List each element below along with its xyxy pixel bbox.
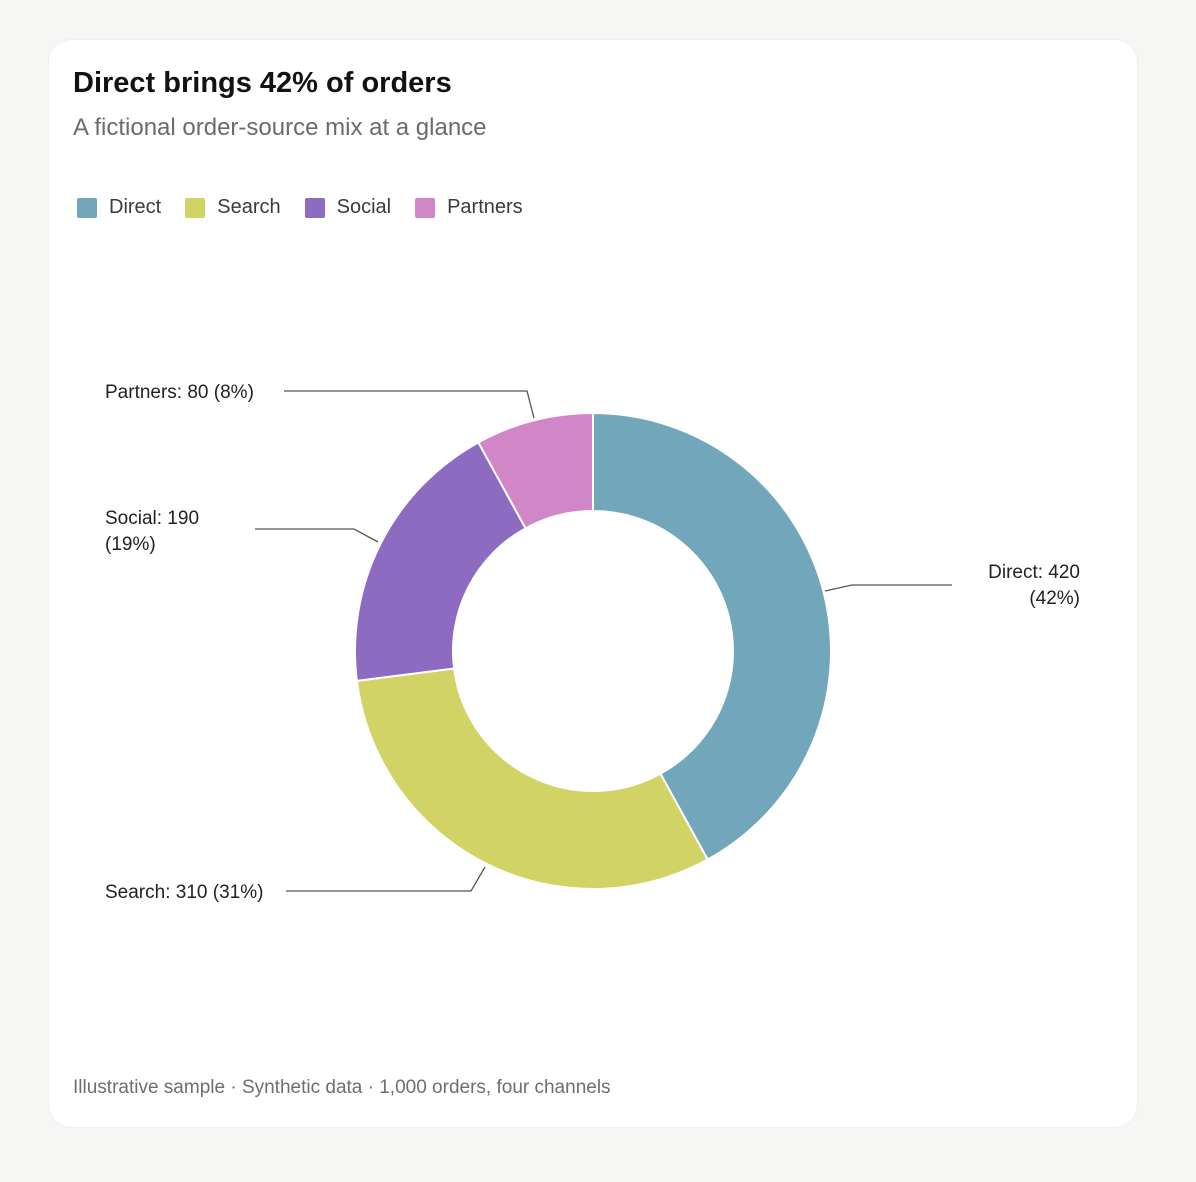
chart-legend: Direct Search Social Partners [77,196,547,219]
legend-label-search: Search [217,196,281,218]
leader-line-direct [824,584,952,592]
legend-item-partners: Partners [415,196,523,219]
slice-label-social: Social: 190 (19%) [105,508,199,555]
leader-line-search [286,866,486,892]
legend-item-direct: Direct [77,196,161,219]
slice-label-direct: Direct: 420 (42%) [988,562,1080,609]
legend-swatch-social [304,197,325,218]
slice-label-search: Search: 310 (31%) [105,882,263,903]
legend-label-direct: Direct [109,196,162,218]
legend-swatch-partners [415,197,436,218]
slice-label-line: (42%) [1029,588,1080,609]
slice-label-line: Partners: 80 (8%) [105,382,254,403]
donut-slice-partners [476,411,594,530]
chart-title: Direct brings 42% of orders [73,67,452,99]
donut-slice-social [354,441,527,682]
slice-label-line: Social: 190 [105,508,199,529]
donut-slice-direct [592,411,832,861]
leader-line-social [255,528,379,543]
slice-label-line: Search: 310 (31%) [105,882,263,903]
leader-line-partners [284,390,535,419]
donut-chart: Direct: 420 (42%) Search: 310 (31%) Social:… [105,382,1080,903]
donut-slice-search [355,667,710,890]
legend-swatch-direct [77,197,97,218]
slice-label-line: (19%) [105,534,156,555]
chart-subtitle: A fictional order-source mix at a glance [73,114,487,141]
legend-swatch-search [185,197,206,218]
chart-footer: Illustrative sample · Synthetic data · 1… [73,1077,611,1098]
legend-item-search: Search [185,196,281,219]
chart-card: Direct brings 42% of orders A fictional … [49,40,1137,1127]
slice-label-partners: Partners: 80 (8%) [105,382,254,403]
slice-label-line: Direct: 420 [988,562,1080,583]
legend-label-social: Social [336,196,392,218]
legend-label-partners: Partners [447,196,523,218]
legend-item-social: Social [304,196,392,219]
